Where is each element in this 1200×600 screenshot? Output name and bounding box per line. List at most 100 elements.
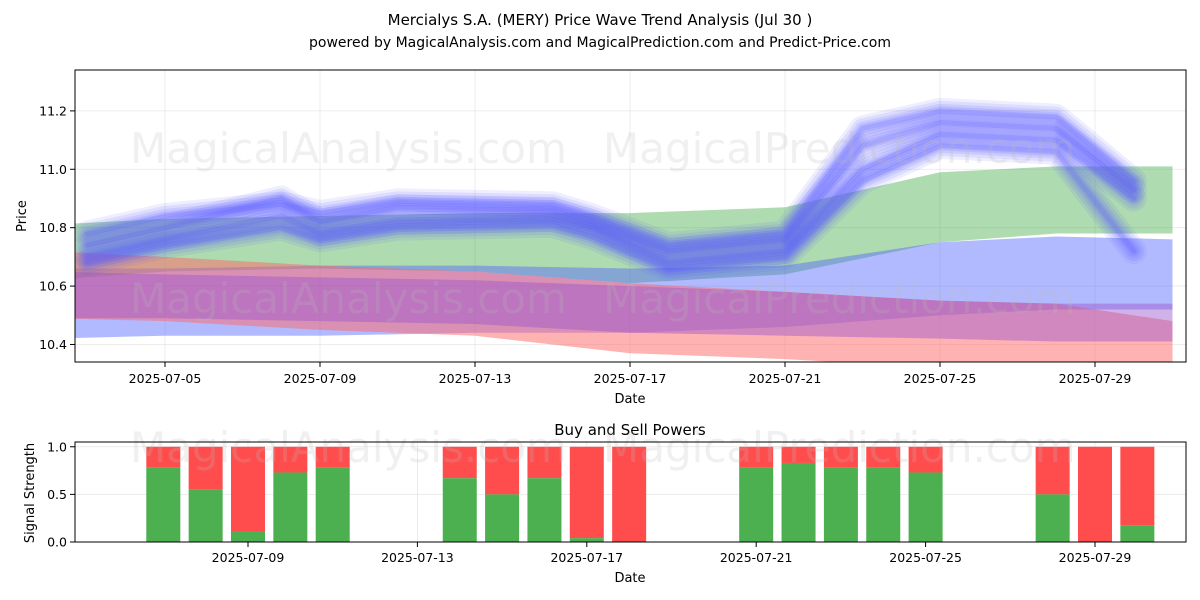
wave-1-stroke-1 (77, 124, 1144, 273)
buy-bar-2025-07-25 (908, 472, 943, 542)
price-ytick-label-4: 11.2 (39, 103, 67, 118)
signal-title: Buy and Sell Powers (554, 421, 706, 439)
price-ytick-label-0: 10.4 (39, 337, 67, 352)
watermark-analysis-3: MagicalAnalysis.com (130, 423, 567, 472)
signal-xtick-label-3: 2025-07-21 (720, 550, 793, 565)
wave-2-stroke-2 (80, 103, 1141, 253)
price-xtick-label-1: 2025-07-09 (284, 371, 357, 386)
price-waves (75, 97, 1147, 282)
price-xtick-label-3: 2025-07-17 (594, 371, 667, 386)
sell-bar-2025-07-08 (188, 446, 223, 490)
wave-3-stroke-3 (83, 141, 1139, 274)
buy-bar-2025-07-08 (188, 489, 223, 542)
watermark-prediction-2: MagicalPrediction.com (603, 274, 1076, 323)
signal-xtick-label-4: 2025-07-25 (889, 550, 962, 565)
price-xtick-label-5: 2025-07-25 (904, 371, 977, 386)
wave-0-stroke-4 (85, 120, 1137, 254)
buy-bar-2025-07-09 (231, 531, 265, 542)
watermark-analysis-2: MagicalAnalysis.com (130, 274, 567, 323)
buy-bar-2025-07-14 (442, 478, 477, 542)
wave-0-stroke-3 (83, 118, 1139, 256)
watermark-analysis: MagicalAnalysis.com (130, 124, 567, 173)
signal-xlabel: Date (614, 571, 645, 586)
sell-bar-2025-07-21 (739, 446, 774, 468)
buy-bar-2025-07-30 (1120, 525, 1155, 542)
price-ytick-label-1: 10.6 (39, 279, 67, 294)
sell-bar-2025-07-17 (569, 446, 604, 539)
wave-3-stroke-1 (77, 135, 1144, 279)
wave-1-stroke-4 (85, 131, 1137, 266)
wave-2-stroke-1 (77, 100, 1144, 256)
price-ylabel: Price (15, 200, 30, 232)
wave-1-stroke-3 (83, 129, 1139, 268)
sell-bar-2025-07-16 (527, 446, 562, 479)
wave-0-stroke-0 (75, 109, 1147, 265)
buy-bar-2025-07-28 (1035, 494, 1070, 542)
buy-bar-2025-07-22 (781, 462, 816, 542)
wave-0-stroke-2 (80, 115, 1141, 259)
buy-bar-2025-07-15 (485, 494, 520, 542)
signal-ytick-label-1: 0.5 (47, 487, 67, 502)
wave-3-stroke-0 (75, 132, 1147, 282)
price-bands (75, 166, 1173, 362)
band-green-band (75, 166, 1173, 284)
sell-bar-2025-07-28 (1035, 446, 1070, 495)
chart-title: Mercialys S.A. (MERY) Price Wave Trend A… (388, 11, 813, 29)
sell-bar-2025-07-29 (1078, 446, 1112, 542)
buy-bar-2025-07-24 (866, 467, 901, 542)
buy-bar-2025-07-23 (823, 467, 858, 542)
wave-2-stroke-4 (85, 108, 1137, 248)
buy-bar-2025-07-21 (739, 467, 774, 542)
signal-xtick-label-0: 2025-07-09 (212, 550, 285, 565)
sell-bar-2025-07-07 (146, 446, 181, 468)
wave-2-stroke-3 (83, 106, 1139, 250)
buy-bar-2025-07-17 (569, 538, 604, 542)
buy-bar-2025-07-07 (146, 467, 181, 542)
signal-ytick-label-2: 1.0 (47, 439, 67, 454)
sell-bar-2025-07-25 (908, 446, 943, 473)
signal-xtick-label-5: 2025-07-29 (1059, 550, 1132, 565)
signal-chart: Buy and Sell Powers MagicalAnalysis.com … (23, 421, 1187, 586)
watermark-prediction: MagicalPrediction.com (603, 124, 1076, 173)
signal-chart-frame (74, 441, 1187, 543)
sell-bar-2025-07-30 (1120, 446, 1155, 526)
wave-0-stroke-1 (77, 112, 1144, 262)
signal-ytick-label-0: 0.0 (47, 535, 67, 550)
signal-xtick-label-2: 2025-07-17 (550, 550, 623, 565)
wave-3-stroke-2 (80, 138, 1141, 276)
sell-bar-2025-07-15 (485, 446, 520, 495)
signal-bars (146, 446, 1155, 542)
buy-bar-2025-07-11 (315, 467, 350, 542)
sell-bar-2025-07-09 (231, 446, 265, 532)
sell-bar-2025-07-11 (315, 446, 350, 468)
sell-bar-2025-07-23 (823, 446, 858, 468)
sell-bar-2025-07-18 (612, 446, 647, 542)
buy-bar-2025-07-16 (527, 478, 562, 542)
sell-bar-2025-07-22 (781, 446, 816, 463)
band-red-band (75, 252, 1173, 362)
band-purple-band (75, 272, 1173, 342)
price-xtick-label-6: 2025-07-29 (1059, 371, 1132, 386)
sell-bar-2025-07-10 (273, 446, 308, 473)
price-chart: MagicalAnalysis.com MagicalPrediction.co… (15, 69, 1187, 407)
price-axis-ticks: 2025-07-05 2025-07-09 2025-07-13 2025-07-17… (39, 103, 1131, 386)
price-ytick-label-2: 10.8 (39, 220, 67, 235)
watermark-prediction-3: MagicalPrediction.com (603, 423, 1076, 472)
price-xtick-label-2: 2025-07-13 (439, 371, 512, 386)
chart-subtitle: powered by MagicalAnalysis.com and Magic… (309, 35, 891, 51)
wave-1-stroke-0 (75, 121, 1147, 276)
price-ytick-label-3: 11.0 (39, 162, 67, 177)
price-xtick-label-0: 2025-07-05 (129, 371, 202, 386)
sell-bar-2025-07-24 (866, 446, 901, 468)
signal-ylabel: Signal Strength (23, 443, 38, 543)
price-xtick-label-4: 2025-07-21 (749, 371, 822, 386)
buy-bar-2025-07-10 (273, 472, 308, 542)
signal-axis-ticks: 2025-07-09 2025-07-13 2025-07-17 2025-07-21… (47, 439, 1131, 565)
wave-3-stroke-4 (85, 143, 1137, 272)
price-xlabel: Date (614, 392, 645, 407)
sell-bar-2025-07-14 (442, 446, 477, 479)
wave-1-stroke-2 (80, 127, 1141, 270)
wave-2-stroke-0 (75, 97, 1147, 259)
signal-xtick-label-1: 2025-07-13 (381, 550, 454, 565)
